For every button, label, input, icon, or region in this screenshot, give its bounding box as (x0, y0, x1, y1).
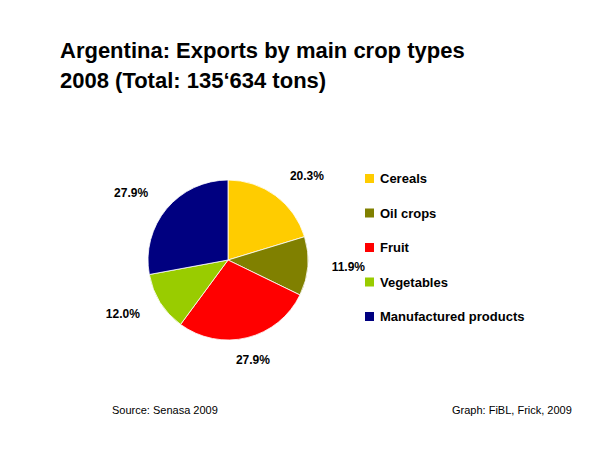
title-line: 2008 (Total: 135‘634 tons) (60, 68, 326, 93)
legend-item: Fruit (365, 240, 410, 255)
legend-swatch (365, 312, 374, 321)
legend-swatch (365, 243, 374, 252)
legend-label: Fruit (380, 240, 410, 255)
pie-slice (148, 180, 228, 274)
legend-swatch (365, 278, 374, 287)
legend-item: Manufactured products (365, 309, 524, 324)
data-label: 27.9% (114, 186, 148, 200)
legend-label: Cereals (380, 171, 427, 186)
pie (148, 180, 308, 340)
legend-item: Vegetables (365, 275, 448, 290)
data-label: 11.9% (332, 260, 366, 274)
data-labels: 20.3% 11.9% 27.9% 12.0% 27.9% (106, 169, 366, 368)
data-label: 20.3% (290, 169, 324, 183)
annotation: Source: Senasa 2009 (112, 404, 218, 416)
title: Argentina: Exports by main crop types 200… (60, 38, 465, 93)
legend-label: Oil crops (380, 206, 436, 221)
annotation: Graph: FiBL, Frick, 2009 (452, 404, 572, 416)
data-label: 12.0% (106, 307, 140, 321)
chart: Argentina: Exports by main crop types 200… (0, 0, 600, 464)
legend: Cereals Oil crops Fruit Vegetables Manufactu… (365, 171, 524, 324)
legend-label: Vegetables (380, 275, 448, 290)
legend-swatch (365, 174, 374, 183)
legend-item: Oil crops (365, 206, 436, 221)
legend-label: Manufactured products (380, 309, 524, 324)
plot-area (148, 180, 308, 340)
legend-item: Cereals (365, 171, 427, 186)
title-line: Argentina: Exports by main crop types (60, 38, 465, 63)
legend-swatch (365, 209, 374, 218)
data-label: 27.9% (236, 353, 270, 367)
